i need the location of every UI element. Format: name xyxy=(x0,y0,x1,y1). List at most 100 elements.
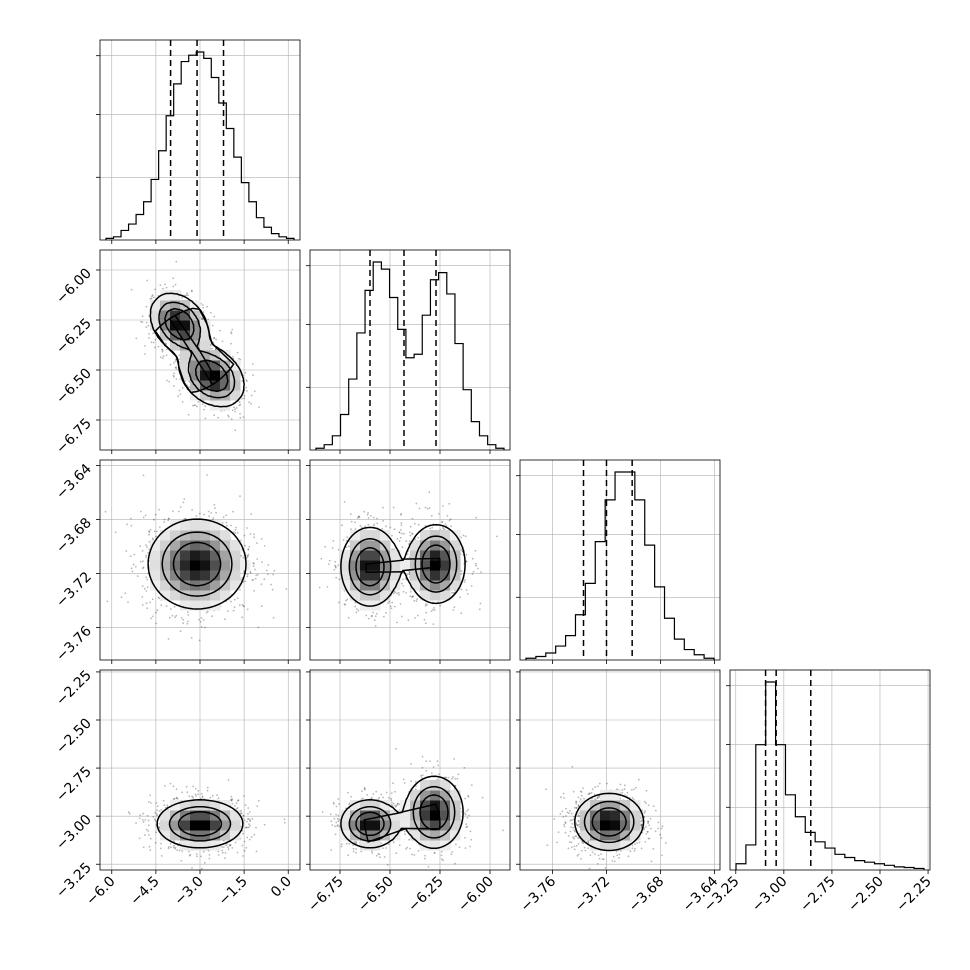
scatter-point xyxy=(251,817,254,820)
scatter-point xyxy=(389,526,392,529)
scatter-point xyxy=(130,288,133,291)
scatter-point xyxy=(181,850,184,852)
scatter-point xyxy=(390,607,393,610)
scatter-point xyxy=(120,596,123,599)
scatter-point xyxy=(144,353,146,355)
scatter-point xyxy=(246,820,248,823)
scatter-point xyxy=(406,574,409,576)
density-cell xyxy=(420,530,431,541)
scatter-point xyxy=(236,351,239,354)
scatter-point xyxy=(144,834,146,836)
contour-line xyxy=(365,523,466,605)
panel-frame xyxy=(309,459,511,661)
scatter-point xyxy=(283,818,286,821)
scatter-point xyxy=(203,861,206,864)
density-cell xyxy=(170,300,181,311)
scatter-point xyxy=(416,614,419,617)
scatter-point xyxy=(367,517,370,519)
y-tick-label: −3.64 xyxy=(53,461,95,503)
scatter-point xyxy=(140,320,142,323)
scatter-point xyxy=(142,566,145,569)
scatter-point xyxy=(200,867,203,870)
density-cell xyxy=(180,830,191,841)
scatter-point xyxy=(226,610,229,612)
scatter-point xyxy=(474,549,477,552)
scatter-point xyxy=(449,518,452,520)
scatter-point xyxy=(242,855,244,857)
scatter-point xyxy=(342,539,345,541)
scatter-point xyxy=(335,576,338,579)
scatter-point xyxy=(126,523,128,526)
scatter-point xyxy=(146,607,149,610)
scatter-point xyxy=(147,324,150,327)
scatter-point xyxy=(459,596,461,599)
scatter-point xyxy=(151,294,154,296)
scatter-point xyxy=(283,821,286,824)
scatter-point xyxy=(238,604,241,607)
scatter-point xyxy=(245,386,248,389)
scatter-point xyxy=(217,416,220,419)
x-tick-label: −3.0 xyxy=(171,874,206,909)
scatter-point xyxy=(141,585,144,587)
scatter-point xyxy=(251,363,254,365)
contour-line xyxy=(355,547,385,587)
scatter-point xyxy=(429,527,432,530)
scatter-point xyxy=(453,606,456,609)
scatter-point xyxy=(343,603,346,606)
scatter-point xyxy=(203,513,206,516)
scatter-point xyxy=(149,794,152,797)
scatter-point xyxy=(178,354,181,357)
scatter-point xyxy=(215,348,217,351)
scatter-point xyxy=(160,604,163,607)
scatter-point xyxy=(237,799,239,802)
scatter-point xyxy=(413,522,416,525)
x-tick-label: −2.25 xyxy=(893,874,935,916)
scatter-point xyxy=(170,846,172,849)
scatter-point xyxy=(250,836,253,838)
scatter-point xyxy=(174,616,177,619)
scatter-point xyxy=(405,540,408,543)
scatter-point xyxy=(252,562,255,564)
density-cell xyxy=(190,560,201,571)
scatter-point xyxy=(396,538,399,540)
scatter-point xyxy=(221,851,224,854)
scatter-point xyxy=(247,807,250,809)
scatter-point xyxy=(172,785,175,788)
scatter-point xyxy=(242,557,245,559)
density-cell xyxy=(160,810,171,821)
scatter-point xyxy=(198,512,201,515)
scatter-point xyxy=(433,607,435,609)
scatter-point xyxy=(252,565,255,568)
scatter-point xyxy=(167,519,170,522)
scatter-point xyxy=(273,569,276,572)
scatter-point xyxy=(209,796,212,799)
scatter-point xyxy=(149,601,152,604)
y-tick-label: −2.50 xyxy=(53,716,95,758)
scatter-point xyxy=(191,795,193,798)
scatter-point xyxy=(242,814,245,817)
scatter-point xyxy=(345,546,348,548)
scatter-point xyxy=(246,554,249,557)
scatter-point xyxy=(442,527,445,530)
density-cell xyxy=(440,540,451,551)
scatter-point xyxy=(338,825,341,828)
scatter-point xyxy=(219,329,222,332)
scatter-point xyxy=(245,846,248,849)
scatter-point xyxy=(400,522,403,524)
scatter-point xyxy=(239,495,241,498)
scatter-point xyxy=(248,811,251,813)
y-tick-label: −6.75 xyxy=(53,416,95,458)
scatter-point xyxy=(451,591,453,594)
y-tick-label: −6.50 xyxy=(53,366,95,408)
scatter-point xyxy=(159,284,162,286)
scatter-point xyxy=(127,601,129,603)
scatter-point xyxy=(144,345,146,347)
density-cell xyxy=(200,550,211,561)
scatter-point xyxy=(414,617,416,619)
scatter-point xyxy=(160,855,163,857)
scatter-point xyxy=(247,555,249,558)
density-cell xyxy=(340,570,351,581)
scatter-point xyxy=(235,407,238,409)
density-cell xyxy=(370,560,381,571)
scatter-point xyxy=(124,592,127,595)
